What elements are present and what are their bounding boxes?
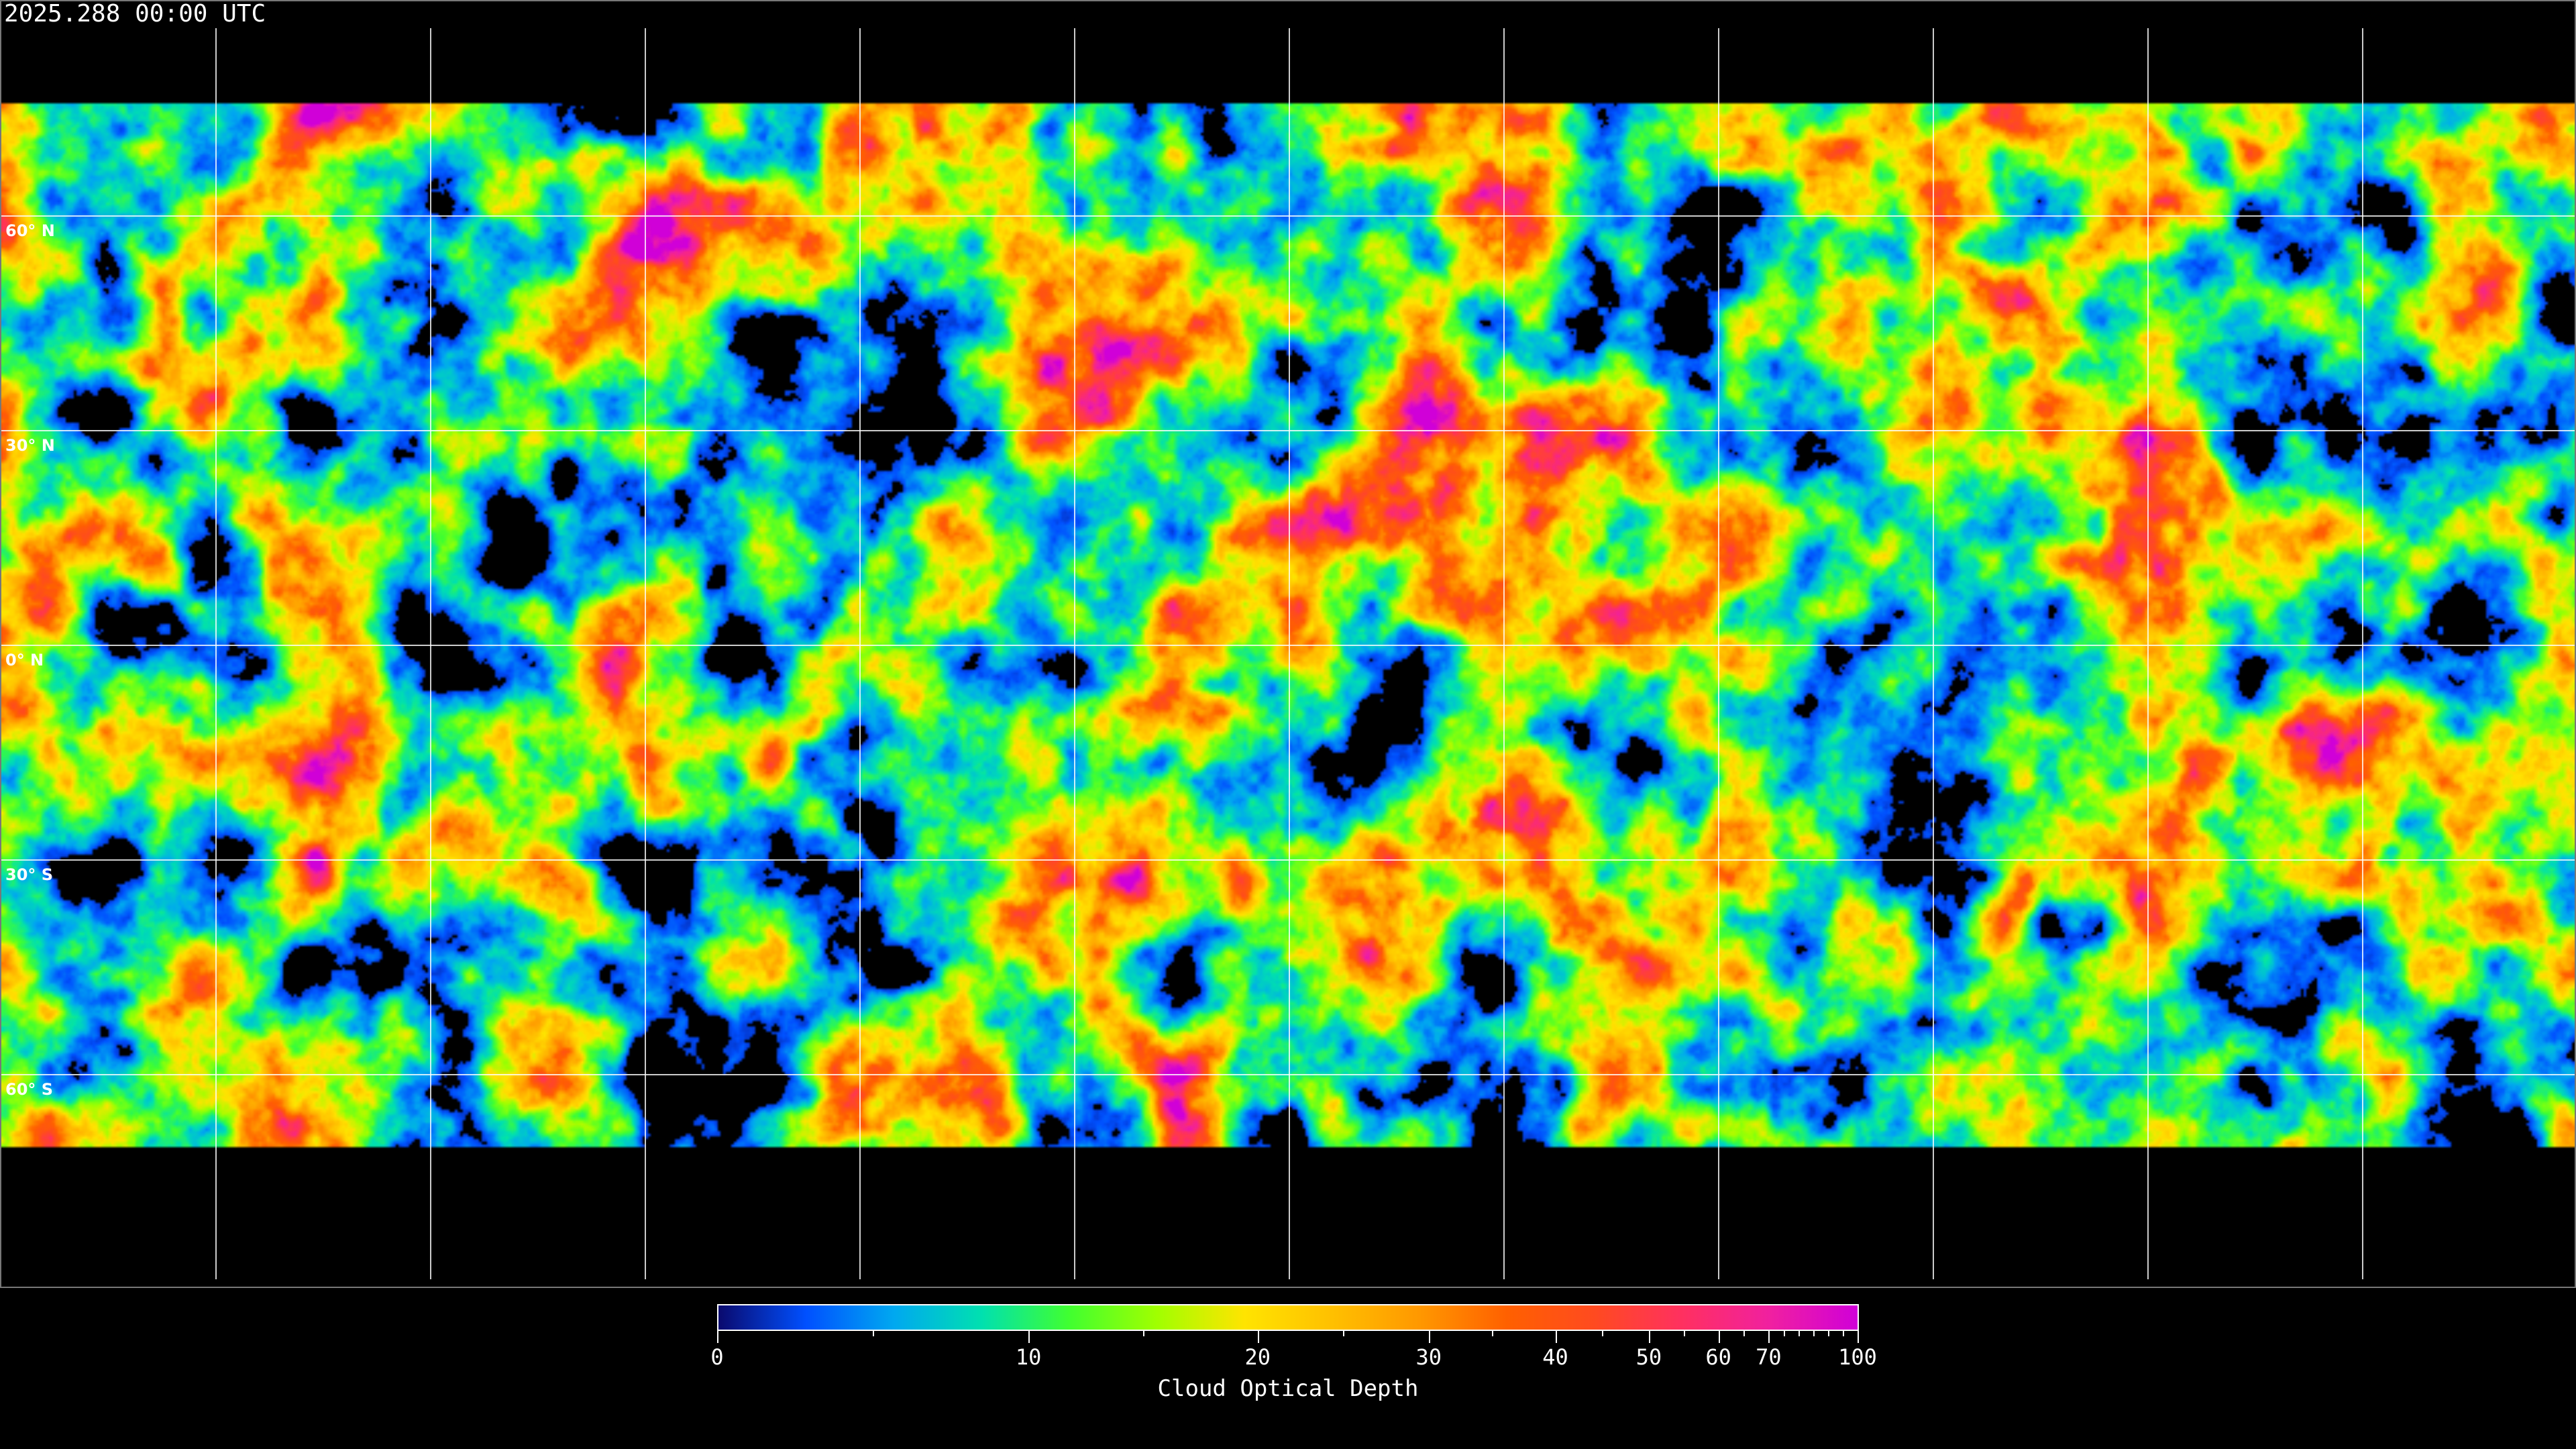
colorbar-tick-label: 60 (1705, 1344, 1731, 1370)
colorbar-minor-tick (873, 1331, 875, 1336)
colorbar-tick-label: 40 (1542, 1344, 1568, 1370)
colorbar-minor-tick (1743, 1331, 1745, 1336)
cloud-optical-depth-map: 60° N 30° N 0° N 30° S 60° S (0, 0, 2576, 1288)
colorbar-tick-label: 50 (1635, 1344, 1662, 1370)
colorbar-label: Cloud Optical Depth (1157, 1375, 1419, 1402)
colorbar-minor-tick (1492, 1331, 1494, 1336)
lat-label-60n: 60° N (5, 221, 55, 240)
timestamp-title: 2025.288 00:00 UTC (4, 0, 266, 28)
colorbar-major-tick (1555, 1331, 1557, 1343)
lat-label-30n: 30° N (5, 436, 55, 455)
colorbar-minor-tick (1813, 1331, 1815, 1336)
colorbar-tick-label: 20 (1244, 1344, 1271, 1370)
graticule (1, 28, 2575, 1279)
lat-label-60s: 60° S (5, 1080, 54, 1099)
colorbar-ticks (717, 1331, 1859, 1358)
colorbar-major-tick (1648, 1331, 1650, 1343)
colorbar-minor-tick (1783, 1331, 1785, 1336)
colorbar-minor-tick (1142, 1331, 1144, 1336)
colorbar-major-tick (1028, 1331, 1030, 1343)
colorbar (717, 1304, 1859, 1331)
colorbar-tick-label: 10 (1015, 1344, 1042, 1370)
lat-label-30s: 30° S (5, 865, 54, 884)
colorbar-minor-tick (1798, 1331, 1800, 1336)
lat-label-0n: 0° N (5, 651, 44, 669)
colorbar-minor-tick (1683, 1331, 1685, 1336)
colorbar-tick-label: 0 (710, 1344, 724, 1370)
colorbar-tick-label: 30 (1415, 1344, 1442, 1370)
colorbar-minor-tick (1827, 1331, 1829, 1336)
colorbar-tick-label: 70 (1756, 1344, 1782, 1370)
colorbar-major-tick (1718, 1331, 1720, 1343)
colorbar-minor-tick (1842, 1331, 1844, 1336)
colorbar-major-tick (1768, 1331, 1770, 1343)
colorbar-tick-label: 100 (1838, 1344, 1877, 1370)
colorbar-major-tick (1428, 1331, 1430, 1343)
colorbar-minor-tick (1602, 1331, 1604, 1336)
colorbar-major-tick (1858, 1331, 1859, 1343)
colorbar-minor-tick (1343, 1331, 1345, 1336)
colorbar-major-tick (717, 1331, 718, 1343)
colorbar-major-tick (1257, 1331, 1259, 1343)
